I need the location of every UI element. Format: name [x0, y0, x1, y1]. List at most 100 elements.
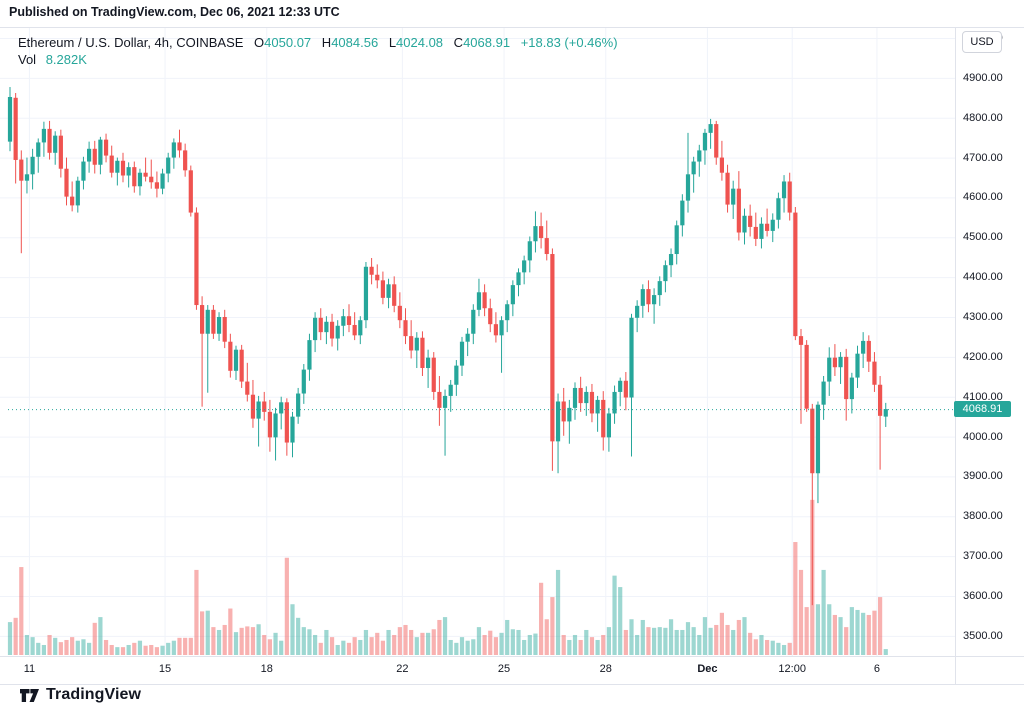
open-label: O: [254, 35, 265, 50]
candle-body: [166, 157, 171, 174]
candle-body: [448, 384, 453, 396]
candle-body: [810, 408, 815, 474]
price-axis-label: 4200.00: [963, 350, 1003, 363]
volume-bar: [555, 569, 561, 655]
time-axis-label: 28: [599, 663, 612, 675]
volume-bar: [493, 637, 498, 655]
volume-bar: [132, 642, 137, 655]
candle-body: [431, 357, 436, 392]
price-axis-label: 4800.00: [963, 111, 1003, 124]
time-axis-label: 25: [497, 663, 511, 675]
volume-bar: [606, 627, 611, 655]
candle-body: [640, 289, 645, 306]
candle-body: [454, 365, 459, 385]
candle-body: [273, 413, 278, 438]
volume-bar: [872, 610, 877, 655]
candle-body: [137, 172, 143, 187]
time-axis-label: 11: [23, 663, 36, 675]
volume-bar: [612, 575, 617, 655]
volume-bar: [697, 634, 702, 655]
volume-value: 8.282K: [45, 52, 87, 67]
volume-bar: [183, 637, 188, 655]
candle-body: [555, 401, 561, 442]
high-value: 4084.56: [331, 35, 379, 50]
time-axis-label: 18: [260, 663, 273, 675]
candle-body: [725, 172, 730, 205]
volume-bar: [53, 637, 58, 655]
candle-body: [369, 266, 374, 275]
tradingview-logo-icon: [20, 688, 39, 702]
currency-toggle-button[interactable]: USD: [962, 31, 1002, 53]
volume-bar: [827, 604, 832, 655]
candle-body: [149, 176, 154, 183]
candle-body: [290, 416, 295, 443]
candle-body: [584, 391, 589, 404]
candle-body: [188, 170, 193, 213]
time-axis-label: 12:00: [778, 663, 806, 675]
footer-brand[interactable]: TradingView: [20, 686, 141, 704]
volume-bar: [262, 634, 267, 655]
volume-bar: [273, 632, 278, 655]
price-axis-label: 4400.00: [963, 271, 1003, 284]
volume-bar: [284, 557, 289, 655]
candle-wick: [840, 352, 842, 384]
candle-body: [75, 180, 80, 206]
candle-body: [866, 340, 871, 362]
volume-bar: [657, 627, 662, 655]
candle-body: [849, 377, 854, 400]
candle-body: [307, 340, 312, 370]
candle-body: [409, 336, 414, 351]
candle-wick: [800, 328, 802, 424]
volume-bar: [126, 644, 131, 655]
volume-bar: [793, 542, 798, 655]
candle-body: [618, 380, 623, 392]
volume-bar: [426, 632, 431, 655]
candle-body: [663, 265, 668, 282]
candle-body: [550, 254, 555, 442]
price-axis-label: 3700.00: [963, 550, 1003, 563]
candle-body: [313, 317, 318, 341]
candle-body: [685, 174, 691, 201]
candle-body: [120, 160, 126, 176]
volume-bar: [307, 629, 312, 655]
candle-body: [103, 139, 109, 156]
candle-wick: [653, 288, 655, 324]
time-axis[interactable]: 11 15 18 22 25 28 Dec 12:00 6: [0, 656, 1024, 685]
candle-body: [539, 226, 544, 239]
candle-body: [256, 401, 261, 419]
candle-body: [714, 124, 719, 158]
price-axis[interactable]: 3500.00 3600.00 3700.00 3800.00 3900.00 4000.…: [955, 28, 1024, 684]
candle-body: [657, 281, 662, 296]
volume-bar: [714, 624, 719, 655]
volume-bar: [47, 634, 52, 655]
volume-bar: [352, 637, 357, 655]
close-label: C: [453, 35, 464, 50]
candle-body: [154, 182, 159, 189]
candle-body: [177, 142, 182, 151]
volume-bar: [256, 624, 261, 655]
volume-bar: [375, 632, 380, 655]
price-axis-label: 4100.00: [963, 390, 1003, 403]
volume-bar: [171, 640, 176, 655]
candle-body: [329, 321, 335, 339]
change-value: +18.83 (+0.46%): [520, 35, 618, 50]
candle-body: [358, 320, 363, 336]
volume-bar: [539, 582, 544, 655]
volume-bar: [109, 644, 114, 655]
volume-bar: [205, 610, 210, 655]
volume-bar: [510, 629, 515, 655]
volume-bar: [24, 634, 30, 655]
volume-bar: [363, 629, 369, 655]
volume-bar: [239, 627, 244, 655]
candle-body: [623, 380, 628, 398]
chart-frame: Ethereum / U.S. Dollar, 4h, COINBASE O40…: [0, 27, 1024, 685]
volume-bar: [64, 639, 69, 655]
candle-body: [612, 391, 617, 414]
candle-body: [668, 254, 674, 266]
candle-body: [132, 167, 137, 187]
volume-bar: [335, 644, 340, 655]
volume-bar: [578, 639, 583, 655]
candle-body: [245, 381, 250, 395]
time-axis-label: Dec: [697, 663, 718, 675]
volume-bar: [770, 640, 775, 655]
